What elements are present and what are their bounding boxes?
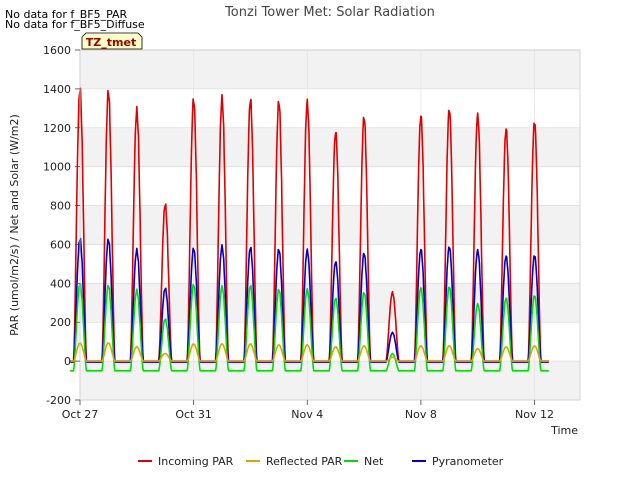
chart-title: Tonzi Tower Met: Solar Radiation xyxy=(224,5,435,20)
legend-label-incoming-par: Incoming PAR xyxy=(158,455,234,468)
no-data-notice-2: No data for f_BF5_Diffuse xyxy=(5,18,145,31)
y-tick-label: 200 xyxy=(50,316,71,329)
y-tick-label: 0 xyxy=(64,355,71,368)
legend: Incoming PAR Reflected PAR Net Pyranometer xyxy=(138,455,504,468)
y-tick-label: 800 xyxy=(50,200,71,213)
legend-label-reflected-par: Reflected PAR xyxy=(266,455,343,468)
no-data-notice-1: No data for f_BF5_PAR xyxy=(5,8,128,21)
x-tick-label: Oct 31 xyxy=(175,408,212,421)
series-line-reflected-par xyxy=(70,342,549,362)
site-tag-label: TZ_tmet xyxy=(86,36,136,49)
y-tick-label: 1000 xyxy=(43,161,71,174)
y-axis-title: PAR (umol/m2/s) / Net and Solar (W/m2) xyxy=(8,114,21,336)
x-tick-label: Nov 8 xyxy=(405,408,437,421)
y-tick-label: -200 xyxy=(46,394,71,407)
plot-band xyxy=(80,50,580,89)
x-tick-label: Oct 27 xyxy=(62,408,99,421)
series-line-incoming-par xyxy=(70,87,549,362)
plot-band xyxy=(80,205,580,245)
series-line-pyranometer xyxy=(70,237,549,363)
legend-label-pyranometer: Pyranometer xyxy=(432,455,504,468)
x-tick-label: Nov 4 xyxy=(291,408,323,421)
plot-band xyxy=(80,127,580,167)
y-tick-label: 1400 xyxy=(43,83,71,96)
series-layer xyxy=(70,87,549,372)
site-tag-box xyxy=(81,32,143,50)
y-tick-label: 600 xyxy=(50,238,71,251)
legend-label-net: Net xyxy=(364,455,384,468)
x-tick-label: Nov 12 xyxy=(515,408,554,421)
x-axis-title: Time xyxy=(550,424,578,437)
y-tick-label: 1200 xyxy=(43,122,71,135)
axes: -200 0 200 400 600 800 1000 1200 1400 1600 Oct 27 O… xyxy=(43,44,581,421)
y-tick-label: 1600 xyxy=(43,44,71,57)
site-tag: TZ_tmet xyxy=(81,32,143,50)
series-line-net xyxy=(70,282,549,372)
plot-frame xyxy=(79,49,581,401)
y-tick-label: 400 xyxy=(50,277,71,290)
